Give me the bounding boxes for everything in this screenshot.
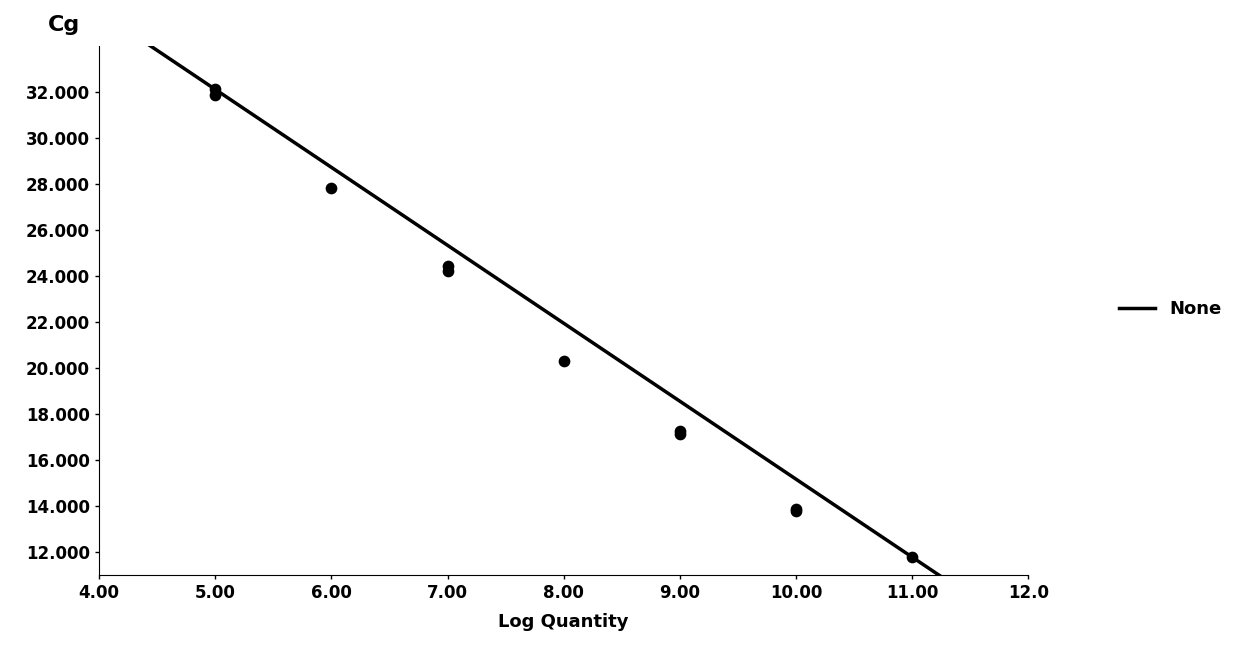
Text: Cg: Cg [48,15,81,35]
Point [670,426,690,436]
Point [902,552,922,563]
Point [554,355,574,366]
X-axis label: Log Quantity: Log Quantity [498,613,629,631]
Point [321,183,341,193]
Point [786,504,805,515]
Point [206,84,225,95]
Point [206,90,225,101]
Point [670,429,690,439]
Point [437,261,457,272]
Point [437,266,457,276]
Legend: None: None [1111,293,1229,325]
Point [786,506,805,517]
